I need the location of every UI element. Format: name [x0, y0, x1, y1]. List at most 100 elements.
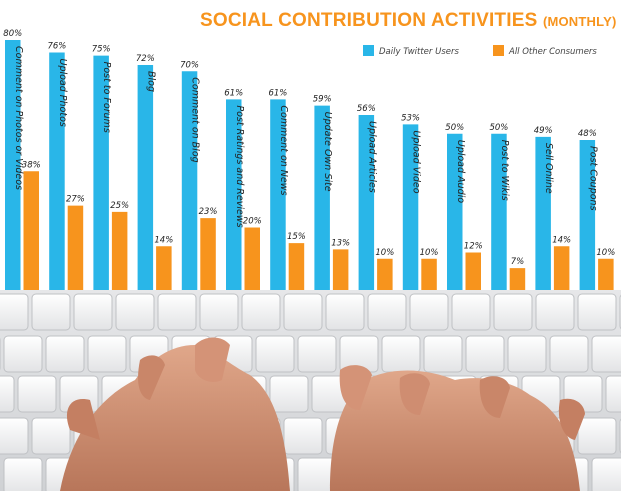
bar-twitter-9	[402, 124, 419, 290]
keyboard-key	[549, 335, 589, 373]
category-label-10: Upload Audio	[455, 140, 466, 203]
keyboard-key	[577, 417, 617, 455]
legend-label-twitter: Daily Twitter Users	[379, 47, 459, 57]
bar-other-11	[509, 268, 526, 290]
keyboard-key	[87, 335, 127, 373]
value-label-twitter-3: 72%	[136, 54, 155, 64]
keyboard-key	[3, 457, 43, 491]
bar-other-8	[377, 258, 393, 290]
bar-other-6	[288, 243, 305, 290]
keyboard-key	[283, 417, 323, 455]
bar-twitter-5	[226, 99, 242, 290]
value-label-other-8: 10%	[375, 248, 394, 258]
category-label-11: Post to Wikis	[499, 140, 510, 201]
category-label-0: Comment on Photos or Videos	[13, 46, 24, 190]
value-label-twitter-13: 48%	[578, 129, 597, 139]
keyboard-key	[3, 335, 43, 373]
value-label-other-5: 20%	[243, 217, 262, 227]
keyboard-key	[297, 335, 337, 373]
chart-title-main: SOCIAL CONTRIBUTION ACTIVITIES	[200, 10, 538, 31]
bars: 80% 38%Comment on Photos or Videos 76% 27% U…	[3, 29, 615, 290]
hands-illustration	[60, 337, 585, 491]
bar-twitter-0	[5, 40, 21, 290]
value-label-twitter-9: 53%	[401, 113, 420, 123]
bar-other-1	[67, 205, 84, 290]
value-label-twitter-8: 56%	[357, 104, 376, 114]
chart-title-sub: (MONTHLY)	[542, 14, 617, 29]
keyboard-key	[591, 457, 621, 491]
bar-other-9	[421, 258, 437, 290]
bar-twitter-11	[491, 133, 507, 290]
bar-twitter-2	[93, 55, 109, 290]
keyboard-key	[535, 293, 575, 331]
chart-title: SOCIAL CONTRIBUTION ACTIVITIES (MONTHLY)	[200, 10, 616, 32]
bar-other-0	[23, 171, 39, 290]
value-label-twitter-5: 61%	[224, 88, 243, 98]
value-label-other-6: 15%	[287, 232, 306, 242]
value-label-other-3: 14%	[154, 235, 173, 245]
bar-twitter-4	[181, 71, 198, 290]
category-label-9: Upload Video	[411, 130, 422, 193]
keyboard-key	[381, 335, 421, 373]
bar-other-7	[332, 249, 349, 290]
value-label-twitter-12: 49%	[534, 126, 553, 136]
category-label-8: Upload Articles	[366, 121, 377, 193]
keyboard-key	[115, 293, 155, 331]
value-label-twitter-4: 70%	[180, 60, 199, 70]
value-label-twitter-11: 50%	[489, 123, 508, 133]
category-label-6: Comment on News	[278, 105, 289, 195]
value-label-twitter-6: 61%	[268, 88, 287, 98]
category-label-1: Upload Photos	[57, 59, 68, 127]
value-label-twitter-7: 59%	[313, 95, 332, 105]
keyboard-key	[157, 293, 197, 331]
keyboard-key	[73, 293, 113, 331]
legend-swatch-other	[493, 45, 504, 56]
keyboard-key	[199, 293, 239, 331]
legend-label-other: All Other Consumers	[508, 47, 597, 57]
bar-other-13	[598, 258, 614, 290]
bar-other-2	[111, 211, 128, 290]
value-label-other-9: 10%	[420, 248, 439, 258]
category-label-5: Post Ratings and Reviews	[234, 105, 245, 227]
keyboard-key	[507, 335, 547, 373]
bar-twitter-13	[579, 140, 596, 290]
keyboard-key	[0, 417, 29, 455]
value-label-twitter-1: 76%	[47, 42, 66, 52]
bar-other-5	[244, 227, 260, 290]
legend-swatch-twitter	[363, 45, 374, 56]
value-label-other-12: 14%	[552, 235, 571, 245]
category-label-12: Sell Online	[543, 143, 554, 194]
bar-twitter-3	[137, 65, 154, 290]
keyboard-key	[269, 375, 309, 413]
value-label-other-7: 13%	[331, 238, 350, 248]
category-label-3: Blog	[145, 71, 156, 92]
bar-other-10	[465, 252, 481, 290]
bar-twitter-10	[447, 133, 463, 290]
keyboard-key	[0, 293, 29, 331]
bar-other-12	[553, 246, 570, 290]
category-label-4: Comment on Blog	[190, 77, 201, 162]
keyboard-key	[283, 293, 323, 331]
bar-other-3	[156, 246, 172, 290]
keyboard-key	[325, 293, 365, 331]
keyboard-key	[423, 335, 463, 373]
bar-other-4	[200, 218, 216, 290]
keyboard-key	[17, 375, 57, 413]
keyboard-key	[465, 335, 505, 373]
value-label-other-13: 10%	[596, 248, 615, 258]
keyboard-key	[577, 293, 617, 331]
keyboard-key	[367, 293, 407, 331]
value-label-other-1: 27%	[66, 195, 85, 205]
value-label-twitter-0: 80%	[3, 29, 22, 39]
bar-twitter-7	[314, 105, 330, 290]
keyboard-key	[493, 293, 533, 331]
value-label-other-2: 25%	[110, 201, 129, 211]
bar-twitter-6	[270, 99, 286, 290]
value-label-other-4: 23%	[199, 207, 218, 217]
keyboard-key	[31, 293, 71, 331]
chart-legend: Daily Twitter Users All Other Consumers	[363, 45, 597, 57]
keyboard-key	[255, 335, 295, 373]
value-label-twitter-2: 75%	[92, 45, 111, 55]
